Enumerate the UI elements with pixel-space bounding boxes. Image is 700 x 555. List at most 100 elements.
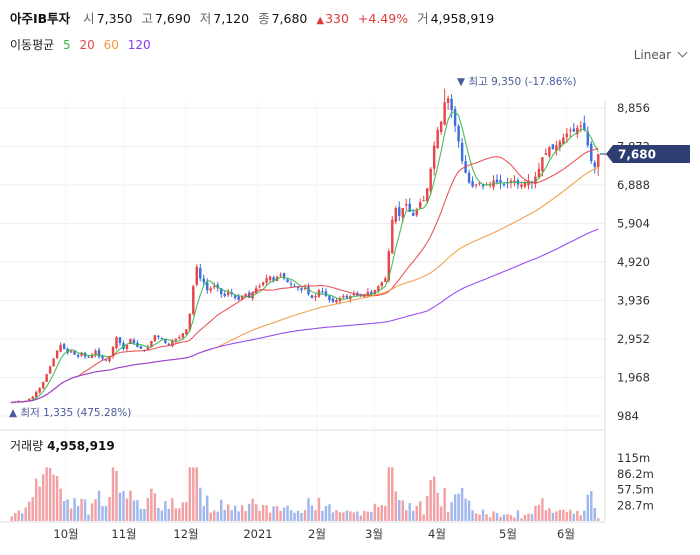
candle-body xyxy=(555,145,558,152)
volume-bar xyxy=(226,504,230,521)
volume-bar xyxy=(181,502,185,521)
candle-body xyxy=(429,168,432,191)
volume-bar xyxy=(14,513,17,521)
volume-bar xyxy=(335,509,338,521)
volume-bar xyxy=(268,512,272,521)
volume-bar xyxy=(527,513,530,521)
candle-body xyxy=(268,276,272,280)
volume-bar xyxy=(45,467,48,521)
volume-bar xyxy=(471,510,474,521)
volume-bar xyxy=(111,467,115,521)
volume-bar xyxy=(342,512,345,521)
volume-bar xyxy=(520,518,523,521)
volume-bar xyxy=(104,505,108,521)
volume-bar xyxy=(202,506,205,521)
price-axis-label: 984 xyxy=(617,409,639,423)
volume-bar xyxy=(345,510,349,521)
volume-bar xyxy=(129,490,132,521)
volume-bar xyxy=(216,511,219,521)
volume-bar xyxy=(195,467,198,521)
month-label: 2021 xyxy=(243,527,272,541)
candle-body xyxy=(335,299,338,303)
candle-body xyxy=(562,137,565,145)
ma-legend-label: 이동평균 xyxy=(10,38,55,52)
volume-bar xyxy=(516,510,520,521)
candle-body xyxy=(307,286,310,295)
volume-bar xyxy=(453,494,457,521)
volume-bar xyxy=(359,515,363,521)
volume-bar xyxy=(432,476,436,521)
volume-bar xyxy=(296,510,300,521)
volume-bar xyxy=(244,511,247,521)
high-value: 7,690 xyxy=(154,11,191,26)
close-label: 종 xyxy=(258,11,270,26)
candle-body xyxy=(206,282,209,291)
candle-body xyxy=(328,295,331,300)
candle-body xyxy=(94,350,97,356)
candle-body xyxy=(544,153,548,155)
volume-bar xyxy=(272,506,275,521)
candle-body xyxy=(27,398,31,401)
moving-average-legend[interactable]: 이동평균 5 20 60 120 xyxy=(10,36,156,53)
volume-bar xyxy=(446,512,450,521)
candle-body xyxy=(87,356,90,358)
candle-body xyxy=(289,283,293,285)
candle-body xyxy=(237,296,240,300)
candle-body xyxy=(597,154,600,167)
volume-bar xyxy=(122,491,125,521)
candle-body xyxy=(380,282,384,287)
volume-bar xyxy=(192,467,195,521)
volume-bar xyxy=(384,505,387,521)
candle-body xyxy=(321,291,324,293)
volume-bar xyxy=(167,508,171,521)
month-label: 12월 xyxy=(173,527,198,541)
candle-body xyxy=(499,180,502,183)
candle-body xyxy=(422,200,425,202)
high-label: 고 xyxy=(141,11,153,26)
candle-body xyxy=(460,142,464,162)
volume-bar xyxy=(572,513,576,521)
candle-body xyxy=(115,337,118,349)
volume-bar xyxy=(387,467,391,521)
candle-body xyxy=(188,313,192,330)
volume-bar xyxy=(562,509,565,521)
volume-bar xyxy=(443,487,446,521)
candle-body xyxy=(69,350,73,353)
volume-bar xyxy=(377,507,380,521)
volume-bar xyxy=(76,505,80,521)
volume-bar xyxy=(289,510,293,521)
candle-body xyxy=(101,356,104,359)
volume-bar xyxy=(460,487,464,521)
volume-bar xyxy=(328,504,331,521)
volume-bar xyxy=(178,508,181,521)
scale-selector[interactable]: Linear xyxy=(634,47,688,62)
volume-bar xyxy=(405,510,408,521)
candle-body xyxy=(129,339,132,345)
volume-bar xyxy=(513,517,516,521)
volume-panel-value: 4,958,919 xyxy=(47,439,115,453)
volume-bar xyxy=(97,490,101,521)
candle-body xyxy=(586,131,590,146)
candle-body xyxy=(342,296,345,298)
volume-bar xyxy=(394,491,397,521)
volume-bar xyxy=(17,510,20,521)
candle-body xyxy=(55,350,59,359)
candle-body xyxy=(495,179,499,183)
candle-body xyxy=(34,391,38,398)
volume-bar xyxy=(380,504,384,521)
candle-body xyxy=(377,286,380,291)
volume-bar xyxy=(160,510,164,521)
volume-bar xyxy=(90,503,94,521)
volume-bar xyxy=(530,514,534,521)
volume-bar xyxy=(534,505,537,521)
volume-bar xyxy=(261,504,265,521)
volume-bar xyxy=(363,510,366,521)
volume-bar xyxy=(422,514,425,521)
candle-body xyxy=(523,182,527,187)
volume-bar xyxy=(317,497,321,521)
candle-body xyxy=(108,356,111,362)
ma-legend-20: 20 xyxy=(79,38,95,52)
volume-bar xyxy=(509,515,513,521)
candle-body xyxy=(509,180,513,184)
